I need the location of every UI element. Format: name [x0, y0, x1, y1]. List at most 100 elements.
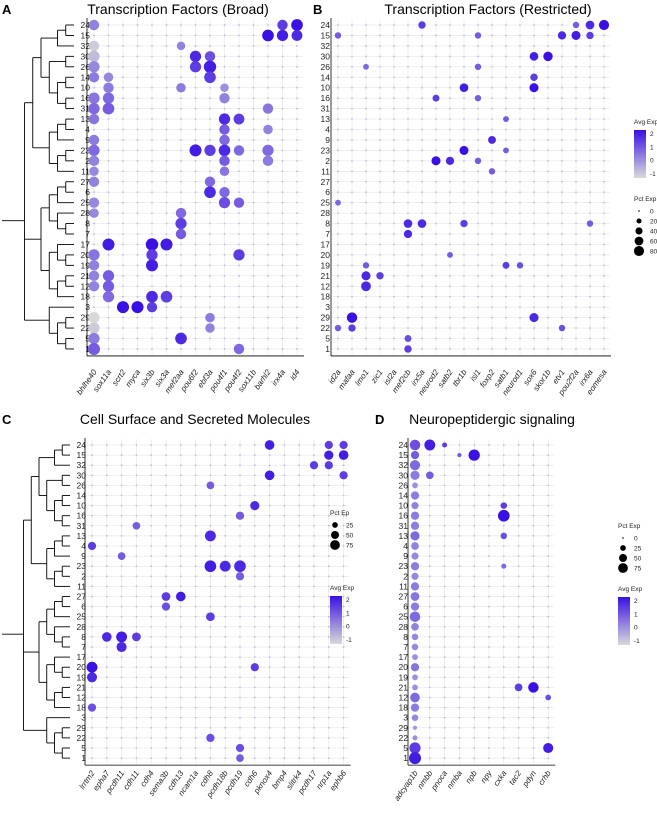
- dot: [342, 726, 345, 729]
- dot: [463, 274, 465, 277]
- cluster-label: 29: [321, 313, 331, 323]
- dot: [502, 696, 505, 699]
- dot: [519, 191, 521, 194]
- dot: [491, 233, 493, 235]
- dot: [473, 504, 476, 507]
- dot: [107, 149, 110, 152]
- dot: [477, 222, 479, 225]
- dot: [239, 615, 241, 618]
- dot: [458, 484, 461, 487]
- dot: [428, 636, 431, 638]
- dot: [473, 484, 476, 487]
- dot: [488, 545, 490, 547]
- dot: [409, 460, 421, 471]
- dot: [298, 535, 301, 537]
- dot: [296, 233, 298, 235]
- dot: [561, 97, 563, 100]
- dot: [281, 170, 284, 173]
- dot: [238, 295, 240, 298]
- dot: [491, 201, 493, 204]
- dot: [407, 24, 409, 26]
- dot: [348, 324, 356, 332]
- dot: [120, 615, 123, 618]
- dot: [443, 737, 446, 739]
- dot: [165, 555, 167, 557]
- dot: [379, 233, 381, 235]
- gene-label: myca: [124, 368, 143, 389]
- dot: [88, 311, 100, 324]
- dot: [477, 274, 479, 277]
- dot: [235, 511, 245, 520]
- dot: [449, 316, 451, 319]
- dot: [561, 170, 563, 173]
- gene-label: crhb: [537, 769, 554, 787]
- dot: [505, 212, 507, 215]
- dot: [267, 65, 269, 68]
- dot: [491, 243, 493, 246]
- dot: [435, 86, 437, 89]
- dot: [136, 139, 139, 141]
- dot: [502, 615, 505, 618]
- dot: [135, 454, 138, 456]
- legend-pct-tick: 75: [634, 566, 642, 573]
- dot: [88, 270, 100, 282]
- legend-pct-dot: [638, 210, 640, 212]
- legend-avg-title: Avg Exp: [618, 586, 642, 593]
- dot: [151, 337, 153, 340]
- dot: [575, 243, 577, 246]
- dot: [120, 464, 123, 467]
- dot: [502, 474, 505, 477]
- dot: [298, 706, 301, 709]
- dot: [488, 504, 490, 507]
- dot: [135, 726, 138, 729]
- dot: [135, 464, 138, 467]
- dot: [603, 222, 605, 225]
- dot: [122, 295, 124, 298]
- dot: [393, 128, 395, 131]
- dot: [477, 139, 479, 141]
- dot: [407, 149, 409, 152]
- dot: [224, 686, 227, 689]
- panel-d-title: Neuropeptidergic signaling: [409, 411, 575, 427]
- dot: [589, 180, 591, 183]
- dot: [136, 285, 139, 288]
- dot: [477, 295, 479, 298]
- dot: [547, 565, 550, 568]
- dot: [180, 243, 182, 246]
- dot: [283, 706, 286, 709]
- dot: [296, 295, 298, 298]
- dot: [532, 615, 535, 618]
- dot: [116, 641, 127, 653]
- dot: [176, 41, 186, 51]
- dot: [428, 716, 431, 719]
- dot: [283, 646, 286, 648]
- dot: [603, 159, 605, 162]
- dot: [194, 706, 197, 709]
- dot: [264, 470, 275, 481]
- dot: [194, 274, 197, 277]
- dot: [365, 24, 367, 26]
- dot: [533, 180, 535, 183]
- dot: [223, 306, 226, 309]
- dot: [458, 716, 461, 719]
- dot: [88, 134, 100, 146]
- cluster-label: 26: [399, 480, 409, 490]
- dot: [165, 726, 167, 729]
- dot: [532, 464, 535, 467]
- dot: [91, 757, 93, 759]
- dot: [223, 327, 226, 329]
- dot: [365, 348, 367, 350]
- dot: [194, 139, 197, 141]
- dot: [519, 65, 521, 68]
- dot: [424, 439, 436, 451]
- dot: [517, 555, 520, 557]
- dot: [252, 264, 255, 267]
- panel-c: C Cell Surface and Secreted Molecules: [2, 411, 310, 427]
- dot: [88, 92, 100, 104]
- dot: [407, 118, 409, 120]
- dot: [379, 34, 381, 37]
- dot: [338, 450, 349, 460]
- dot: [443, 696, 446, 699]
- dot: [533, 107, 535, 110]
- dot: [458, 444, 461, 446]
